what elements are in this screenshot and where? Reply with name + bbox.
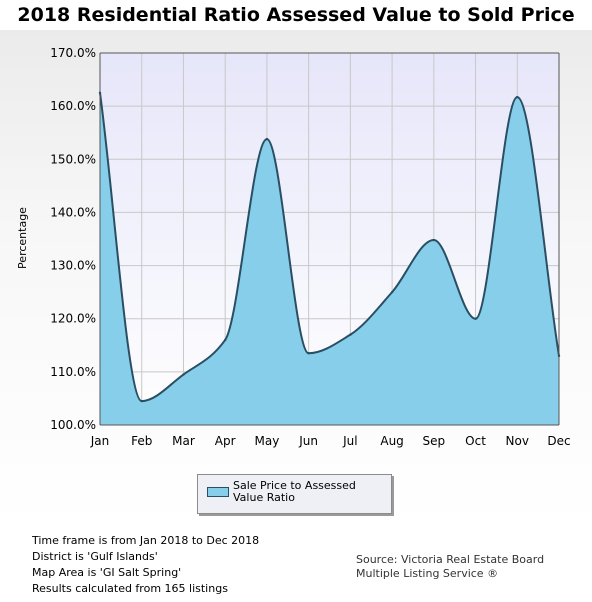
data-point <box>182 373 185 376</box>
data-point <box>140 399 143 403</box>
y-tick-label: 160.0% <box>50 99 96 113</box>
footer-listings: Results calculated from 165 listings <box>32 582 228 595</box>
data-point <box>516 95 519 99</box>
x-tick-label: Sep <box>423 434 446 448</box>
y-tick-label: 150.0% <box>50 152 96 166</box>
footer-source: Source: Victoria Real Estate Board Multi… <box>356 553 544 581</box>
chart-title: 2018 Residential Ratio Assessed Value to… <box>17 4 575 26</box>
data-point <box>98 91 102 95</box>
x-tick-label: Oct <box>465 434 486 448</box>
y-tick-label: 100.0% <box>50 418 96 432</box>
footer-timeframe: Time frame is from Jan 2018 to Dec 2018 <box>32 534 260 547</box>
source-mls: Multiple Listing Service ® <box>356 567 499 580</box>
x-tick-label: Apr <box>215 434 236 448</box>
y-axis-label: Percentage <box>16 207 29 269</box>
legend-swatch <box>207 487 229 497</box>
x-tick-label: Jun <box>298 434 318 448</box>
x-tick-label: Nov <box>506 434 529 448</box>
x-tick-label: Mar <box>172 434 195 448</box>
footer-map-area: Map Area is 'GI Salt Spring' <box>32 566 182 579</box>
data-point <box>265 137 269 141</box>
area-chart: 100.0% 110.0% 120.0% 130.0% 140.0% 150.0% 160.… <box>16 46 571 448</box>
data-point <box>349 333 352 336</box>
y-tick-label: 140.0% <box>50 205 96 219</box>
footer-district: District is 'Gulf Islands' <box>32 550 158 563</box>
data-point <box>307 352 310 355</box>
legend: Sale Price to Assessed Value Ratio <box>197 474 392 514</box>
data-point <box>390 290 394 294</box>
legend-label: Sale Price to Assessed Value Ratio <box>233 479 356 504</box>
x-tick-label: Feb <box>131 434 152 448</box>
data-point <box>557 354 561 358</box>
y-tick-label: 170.0% <box>50 46 96 60</box>
x-tick-label: Jan <box>90 434 110 448</box>
x-tick-label: Jul <box>342 434 357 448</box>
series-line <box>99 92 560 403</box>
data-point <box>474 317 477 320</box>
y-tick-label: 130.0% <box>50 259 96 273</box>
y-tick-label: 110.0% <box>50 365 96 379</box>
x-tick-label: Dec <box>547 434 570 448</box>
y-tick-label: 120.0% <box>50 312 96 326</box>
x-tick-label: May <box>255 434 280 448</box>
x-tick-label: Aug <box>380 434 403 448</box>
footer-info: Time frame is from Jan 2018 to Dec 2018 … <box>32 533 259 597</box>
data-point <box>223 338 227 342</box>
source-board: Source: Victoria Real Estate Board <box>356 553 545 566</box>
data-point <box>432 238 436 242</box>
series-area <box>100 92 559 425</box>
